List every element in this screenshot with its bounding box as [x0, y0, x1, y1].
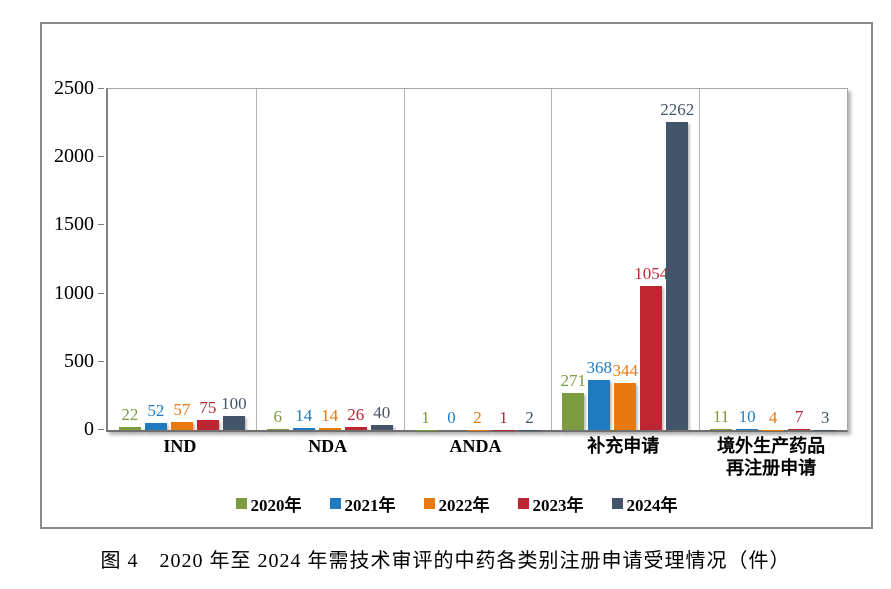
chart-frame: 22 6 1 271 11 52 14 0 368 10 57 14 2 344 4 75 26 1 1054 7 10…: [40, 22, 873, 529]
bar: [788, 429, 811, 430]
category-divider-line: [699, 89, 701, 430]
bar: [562, 393, 585, 430]
legend-swatch-icon: [329, 498, 341, 509]
bar: [640, 286, 663, 430]
legend-swatch-icon: [423, 498, 435, 509]
plot-area: 22 6 1 271 11 52 14 0 368 10 57 14 2 344 4 75 26 1 1054 7 10…: [106, 88, 848, 432]
bar-value-label: 271: [560, 371, 587, 390]
bar: [588, 379, 611, 430]
y-tick-label: 2500: [54, 77, 94, 99]
category-label: 境外生产药品 再注册申请: [717, 436, 826, 478]
bar: [196, 419, 219, 430]
bar-value-label: 1: [499, 407, 508, 427]
legend: 2020年 2021年 2022年 2023年 2024年: [42, 491, 871, 516]
bar: [118, 427, 141, 430]
legend-label: 2021年: [344, 496, 396, 515]
bar-value-label: 2: [473, 407, 482, 427]
bar-value-label: 0: [447, 408, 456, 427]
category-divider-line: [551, 89, 553, 430]
bar-value-label: 344: [612, 361, 639, 381]
bar-value-label: 52: [147, 400, 165, 420]
bar-value-label: 1054: [634, 264, 669, 284]
category-label: IND: [163, 436, 197, 456]
y-tick-label: 0: [84, 418, 94, 440]
bar-value-label: 57: [173, 400, 191, 420]
bar: [736, 428, 759, 430]
legend-label: 2022年: [438, 496, 490, 515]
bar: [710, 428, 733, 430]
figure-caption: 图 4 2020 年至 2024 年需技术审评的中药各类别注册申请受理情况（件）: [100, 550, 791, 572]
y-tick-mark: [98, 292, 104, 294]
bar: [370, 424, 393, 430]
bar-value-label: 22: [121, 405, 139, 424]
bar-value-label: 75: [199, 397, 217, 417]
y-tick-label: 500: [64, 349, 94, 372]
legend-swatch-icon: [235, 498, 247, 509]
y-tick-mark: [98, 224, 104, 226]
bar-value-label: 2262: [660, 99, 695, 119]
bar-value-label: 4: [768, 407, 778, 427]
bar-value-label: 11: [712, 406, 730, 426]
bar-value-label: 2: [525, 407, 534, 427]
y-tick-mark: [98, 156, 104, 158]
category-divider-line: [255, 89, 257, 430]
bar-value-label: 10: [738, 406, 756, 426]
legend-label: 2024年: [626, 496, 678, 515]
bar-value-label: 40: [373, 402, 391, 422]
bar-value-label: 1: [421, 407, 430, 427]
y-tick-mark: [98, 429, 104, 430]
bar: [266, 429, 289, 430]
bar-value-label: 100: [221, 394, 247, 414]
legend-label: 2023年: [532, 496, 584, 515]
legend-item: 2020年: [235, 491, 302, 516]
y-tick-mark: [98, 88, 104, 89]
bar: [762, 429, 785, 430]
bar-value-label: 368: [586, 357, 613, 377]
bar: [292, 428, 315, 430]
category-divider-line: [403, 89, 405, 430]
category-label: ANDA: [449, 436, 502, 456]
legend-item: 2021年: [329, 491, 396, 516]
bar: [170, 422, 193, 430]
bar: [614, 383, 637, 430]
bar-value-label: 14: [295, 406, 313, 426]
bar: [144, 422, 167, 430]
bar: [344, 426, 367, 430]
bar-value-label: 6: [273, 407, 282, 427]
bar-value-label: 3: [820, 407, 830, 427]
bar: [666, 121, 689, 430]
legend-swatch-icon: [611, 498, 623, 509]
legend-item: 2024年: [611, 491, 678, 516]
y-tick-label: 1000: [54, 281, 94, 304]
category-label: 补充申请: [587, 436, 660, 456]
bar-value-label: 14: [321, 406, 339, 426]
bar: [222, 416, 245, 430]
bar: [318, 428, 341, 430]
category-label: NDA: [308, 436, 348, 456]
legend-swatch-icon: [517, 498, 529, 509]
bar-value-label: 26: [347, 404, 365, 424]
legend-item: 2022年: [423, 491, 490, 516]
bar-value-label: 7: [794, 407, 804, 426]
y-tick-label: 1500: [54, 213, 94, 236]
y-tick-mark: [98, 360, 104, 362]
legend-item: 2023年: [517, 491, 584, 516]
legend-label: 2020年: [250, 496, 302, 515]
y-tick-label: 2000: [54, 145, 94, 168]
